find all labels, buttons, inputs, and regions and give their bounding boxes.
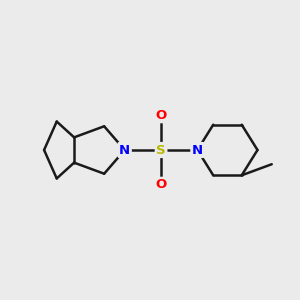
Text: N: N bbox=[119, 143, 130, 157]
Text: O: O bbox=[155, 178, 167, 191]
Text: O: O bbox=[155, 109, 167, 122]
Text: N: N bbox=[192, 143, 203, 157]
Text: S: S bbox=[156, 143, 166, 157]
